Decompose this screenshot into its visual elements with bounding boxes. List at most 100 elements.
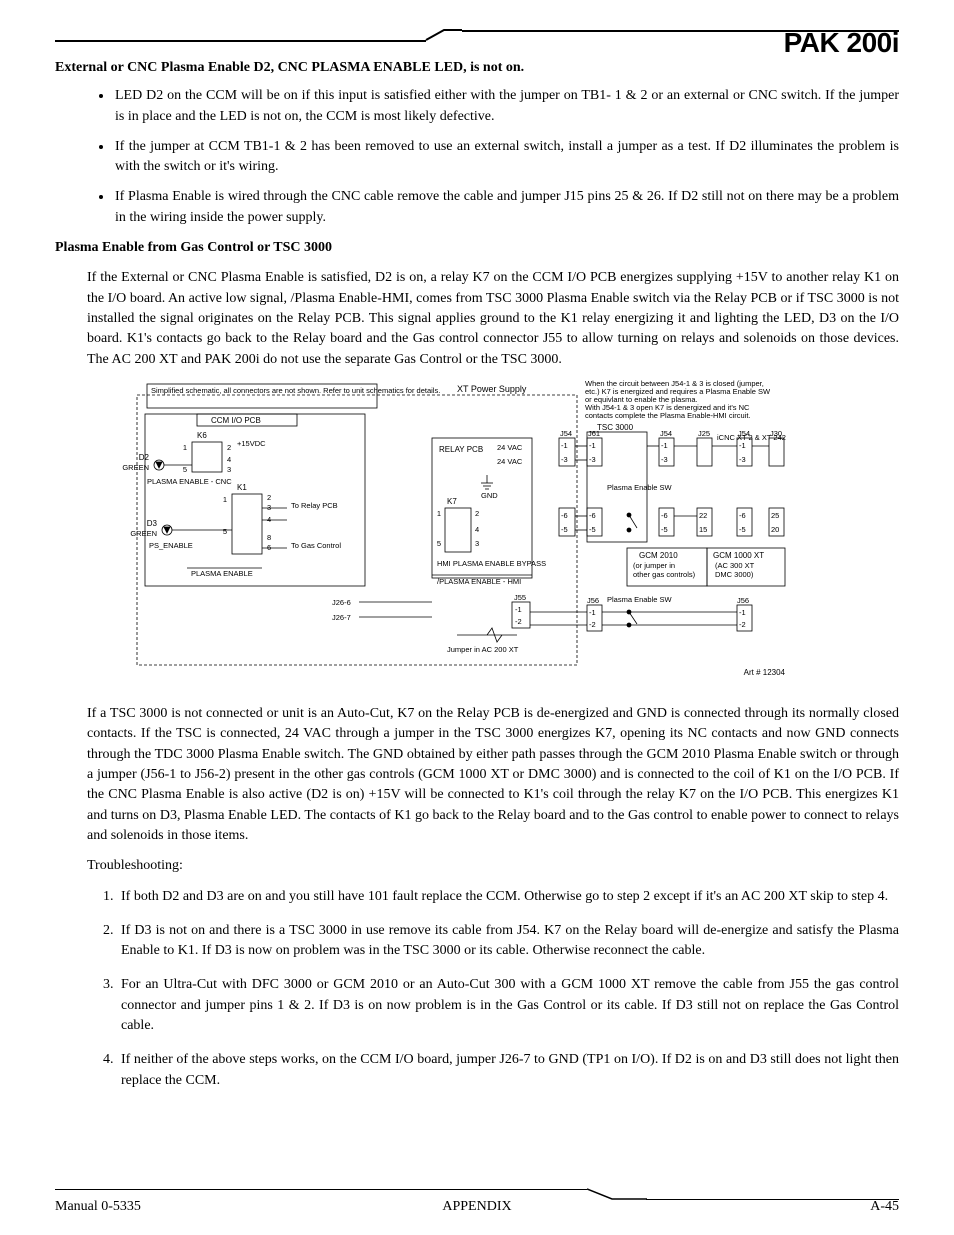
svg-text:2: 2 (267, 493, 271, 502)
svg-text:J26-6: J26-6 (332, 598, 351, 607)
svg-text:J26-7: J26-7 (332, 613, 351, 622)
svg-text:15: 15 (699, 525, 707, 534)
svg-text:-5: -5 (589, 525, 596, 534)
svg-text:J54: J54 (660, 429, 672, 438)
svg-text:-1: -1 (561, 441, 568, 450)
step-item: If D3 is not on and there is a TSC 3000 … (117, 921, 899, 962)
svg-text:-5: -5 (661, 525, 668, 534)
svg-text:To Gas Control: To Gas Control (291, 541, 341, 550)
svg-text:Plasma Enable SW: Plasma Enable SW (607, 595, 673, 604)
svg-text:(or jumper in: (or jumper in (633, 561, 675, 570)
section1-title: External or CNC Plasma Enable D2, CNC PL… (55, 58, 899, 78)
svg-text:Plasma Enable SW: Plasma Enable SW (607, 483, 673, 492)
section1-bullets: LED D2 on the CCM will be on if this inp… (113, 86, 899, 228)
svg-text:3: 3 (475, 539, 479, 548)
svg-text:4: 4 (267, 515, 271, 524)
svg-text:K6: K6 (197, 431, 207, 440)
svg-text:J54: J54 (560, 429, 572, 438)
step-item: If neither of the above steps works, on … (117, 1050, 899, 1091)
page-header: PAK 200i (55, 30, 899, 50)
svg-text:3: 3 (267, 503, 271, 512)
svg-text:J30: J30 (770, 429, 782, 438)
svg-text:GREEN: GREEN (122, 463, 149, 472)
svg-text:D2: D2 (139, 453, 150, 462)
svg-text:CCM I/O PCB: CCM I/O PCB (211, 416, 261, 425)
svg-text:K7: K7 (447, 497, 457, 506)
svg-text:J61: J61 (588, 429, 600, 438)
svg-text:-1: -1 (515, 605, 522, 614)
bullet-item: LED D2 on the CCM will be on if this inp… (113, 86, 899, 127)
svg-text:GCM 1000 XT: GCM 1000 XT (713, 551, 764, 560)
schematic-diagram: XT Power Supply Simplified schematic, al… (87, 380, 899, 692)
header-notch (426, 30, 466, 50)
svg-text:8: 8 (267, 533, 271, 542)
svg-text:2: 2 (227, 443, 231, 452)
svg-text:20: 20 (771, 525, 779, 534)
svg-text:-1: -1 (739, 608, 746, 617)
svg-text:To Relay PCB: To Relay PCB (291, 501, 338, 510)
footer-page: A-45 (870, 1197, 899, 1217)
svg-text:5: 5 (437, 539, 441, 548)
page-body: External or CNC Plasma Enable D2, CNC PL… (55, 58, 899, 1091)
svg-text:24 VAC: 24 VAC (497, 443, 523, 452)
svg-text:contacts complete the Plasma E: contacts complete the Plasma Enable-HMI … (585, 411, 750, 420)
svg-text:-6: -6 (561, 511, 568, 520)
svg-text:4: 4 (227, 455, 231, 464)
troubleshooting-steps: If both D2 and D3 are on and you still h… (117, 887, 899, 1091)
svg-text:Jumper in AC 200 XT: Jumper in AC 200 XT (447, 645, 519, 654)
svg-text:J54: J54 (738, 429, 750, 438)
svg-text:XT Power Supply: XT Power Supply (457, 384, 527, 394)
svg-text:TSC 3000: TSC 3000 (597, 423, 634, 432)
svg-text:-6: -6 (661, 511, 668, 520)
svg-text:-2: -2 (739, 620, 746, 629)
svg-text:4: 4 (475, 525, 479, 534)
svg-text:+15VDC: +15VDC (237, 439, 266, 448)
svg-text:J55: J55 (514, 593, 526, 602)
svg-text:PLASMA ENABLE: PLASMA ENABLE (191, 569, 253, 578)
svg-text:-2: -2 (515, 617, 522, 626)
header-rule (55, 30, 899, 50)
svg-text:/PLASMA ENABLE - HMI: /PLASMA ENABLE - HMI (437, 577, 521, 586)
step-item: For an Ultra-Cut with DFC 3000 or GCM 20… (117, 975, 899, 1036)
svg-text:5: 5 (223, 527, 227, 536)
troubleshooting-title: Troubleshooting: (87, 856, 899, 876)
svg-text:PLASMA ENABLE - CNC: PLASMA ENABLE - CNC (147, 477, 232, 486)
svg-text:-6: -6 (589, 511, 596, 520)
svg-text:D3: D3 (147, 519, 158, 528)
svg-text:1: 1 (183, 443, 187, 452)
svg-text:Art # 12304: Art # 12304 (744, 668, 786, 677)
svg-text:J56: J56 (587, 596, 599, 605)
svg-text:J25: J25 (698, 429, 710, 438)
svg-text:other gas controls): other gas controls) (633, 570, 696, 579)
section2-para1: If the External or CNC Plasma Enable is … (87, 268, 899, 369)
svg-text:-1: -1 (661, 441, 668, 450)
svg-text:RELAY PCB: RELAY PCB (439, 445, 483, 454)
svg-text:1: 1 (223, 495, 227, 504)
product-title: PAK 200i (784, 23, 899, 64)
svg-text:-6: -6 (739, 511, 746, 520)
svg-text:GREEN: GREEN (130, 529, 157, 538)
svg-text:GCM 2010: GCM 2010 (639, 551, 678, 560)
svg-text:(AC 300 XT: (AC 300 XT (715, 561, 755, 570)
svg-text:3: 3 (227, 465, 231, 474)
svg-text:-1: -1 (589, 608, 596, 617)
step-item: If both D2 and D3 are on and you still h… (117, 887, 899, 907)
section2-title: Plasma Enable from Gas Control or TSC 30… (55, 238, 899, 258)
svg-text:-2: -2 (589, 620, 596, 629)
svg-text:2: 2 (475, 509, 479, 518)
svg-text:PS_ENABLE: PS_ENABLE (149, 541, 193, 550)
svg-text:HMI PLASMA ENABLE BYPASS: HMI PLASMA ENABLE BYPASS (437, 559, 546, 568)
svg-text:22: 22 (699, 511, 707, 520)
svg-text:Simplified schematic, all conn: Simplified schematic, all connectors are… (151, 386, 440, 395)
bullet-item: If Plasma Enable is wired through the CN… (113, 187, 899, 228)
svg-text:6: 6 (267, 543, 271, 552)
svg-text:1: 1 (437, 509, 441, 518)
svg-text:-3: -3 (661, 455, 668, 464)
svg-text:-3: -3 (561, 455, 568, 464)
svg-text:K1: K1 (237, 483, 247, 492)
svg-text:-1: -1 (739, 441, 746, 450)
para-after-diagram: If a TSC 3000 is not connected or unit i… (87, 704, 899, 846)
svg-text:-1: -1 (589, 441, 596, 450)
svg-text:25: 25 (771, 511, 779, 520)
footer-section: APPENDIX (55, 1197, 899, 1217)
